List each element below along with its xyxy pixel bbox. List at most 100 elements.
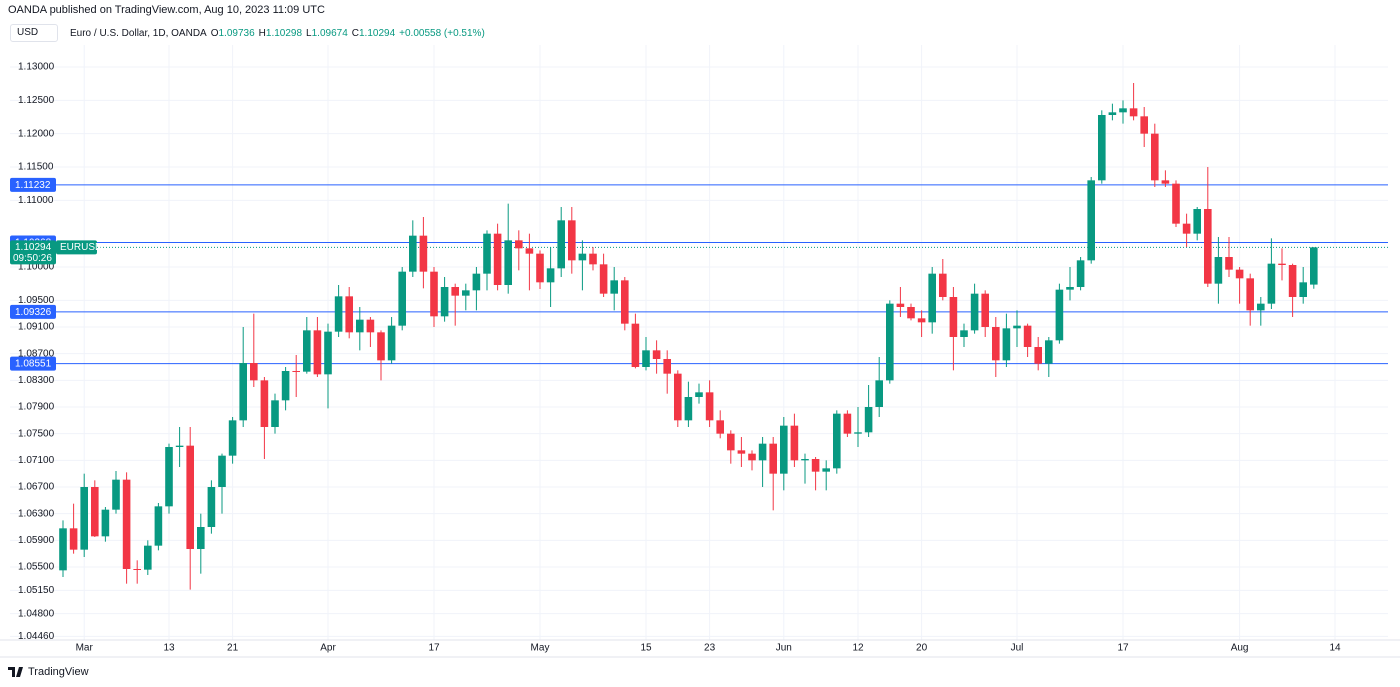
last-price-label: 1.10294 — [15, 242, 52, 253]
candle-body — [949, 297, 958, 337]
candle-body — [1002, 328, 1011, 361]
y-tick-label: 1.05900 — [18, 535, 55, 546]
candle-body — [303, 330, 311, 372]
candle-body — [631, 323, 640, 367]
level-label-bg — [10, 304, 56, 319]
candle-body — [80, 487, 88, 550]
candle-body — [1045, 340, 1053, 364]
x-tick-label: Aug — [1231, 643, 1249, 654]
candle-body — [154, 506, 163, 546]
candle-body — [695, 392, 703, 397]
candle-body — [1235, 269, 1244, 279]
candle-body — [875, 380, 883, 407]
close-label: C — [351, 27, 359, 39]
candle-body — [960, 330, 968, 337]
x-tick-label: 13 — [163, 643, 175, 654]
candle-body — [1055, 289, 1064, 341]
y-tick-label: 1.12500 — [18, 95, 55, 106]
open-label: O — [210, 27, 219, 39]
currency-button[interactable]: USD — [10, 24, 58, 42]
y-tick-label: 1.07500 — [18, 428, 55, 439]
x-tick-label: 17 — [1117, 643, 1129, 654]
countdown: 09:50:26 — [13, 253, 52, 264]
candle-body — [716, 420, 724, 434]
y-tick-label: 1.11000 — [18, 195, 54, 206]
candle-body — [684, 397, 693, 421]
candle-body — [769, 443, 777, 474]
candle-body — [440, 287, 449, 317]
candle-body — [610, 280, 618, 294]
candle-body — [981, 293, 989, 327]
candle-body — [1193, 209, 1201, 234]
candle-body — [515, 240, 523, 249]
y-tick-label: 1.04460 — [18, 631, 55, 642]
candle-body — [811, 459, 820, 472]
candle-body — [748, 453, 756, 461]
candle-body — [737, 450, 746, 454]
candle-body — [1076, 260, 1085, 287]
x-tick-label: 14 — [1329, 643, 1341, 654]
candle-body — [250, 363, 258, 381]
candle-body — [122, 479, 131, 569]
candle-body — [864, 407, 873, 433]
brand-logo — [8, 667, 23, 677]
x-tick-label: Mar — [76, 643, 94, 654]
candle-body — [642, 350, 650, 367]
candle-body — [1140, 116, 1148, 134]
y-tick-label: 1.09500 — [18, 295, 55, 306]
y-tick-label: 1.11500 — [18, 162, 54, 173]
candle-body — [356, 319, 364, 333]
candle-body — [228, 420, 237, 456]
candle-body — [398, 271, 406, 326]
candle-body — [833, 413, 841, 469]
candle-body — [1214, 257, 1223, 284]
y-tick-label: 1.06300 — [18, 508, 55, 519]
publisher-note: OANDA published on TradingView.com, Aug … — [8, 4, 325, 16]
candle-body — [557, 220, 565, 269]
candle-body — [758, 443, 767, 461]
candle-body — [186, 445, 194, 549]
y-tick-label: 1.07100 — [18, 455, 55, 466]
candle-body — [419, 235, 428, 272]
candle-body — [843, 413, 852, 434]
candle-body — [1151, 133, 1159, 181]
x-tick-label: May — [531, 643, 550, 654]
y-tick-label: 1.08700 — [18, 348, 55, 359]
x-tick-label: 23 — [704, 643, 716, 654]
candle-body — [207, 487, 216, 527]
level-label: 1.08551 — [15, 359, 52, 370]
y-tick-label: 1.05500 — [18, 562, 55, 573]
candle-body — [334, 296, 343, 332]
x-tick-label: 21 — [227, 643, 239, 654]
candle-body — [886, 303, 894, 381]
candle-body — [101, 509, 110, 537]
x-tick-label: Apr — [320, 643, 336, 654]
candle-body — [1278, 263, 1286, 265]
candle-body — [1098, 115, 1106, 181]
x-tick-label: 12 — [852, 643, 864, 654]
candle-body — [175, 445, 184, 447]
candle-body — [525, 248, 534, 254]
candle-body — [409, 235, 417, 272]
x-tick-label: Jul — [1011, 643, 1024, 654]
y-tick-label: 1.06700 — [18, 482, 55, 493]
candle-body — [324, 331, 332, 375]
candle-body — [462, 290, 470, 296]
y-tick-label: 1.07900 — [18, 402, 55, 413]
candle-body — [1066, 287, 1074, 290]
candle-body — [790, 425, 799, 461]
candle-body — [1257, 303, 1265, 311]
brand: TradingView — [28, 666, 89, 678]
candle-body — [1299, 282, 1307, 297]
candle-body — [387, 325, 396, 361]
candle-body — [239, 363, 247, 421]
candle-body — [727, 433, 735, 451]
candle-body — [345, 296, 353, 333]
candle-body — [1225, 257, 1233, 270]
change: +0.00558 (+0.51%) — [399, 27, 485, 39]
candle-body — [780, 425, 788, 474]
y-tick-label: 1.13000 — [18, 62, 55, 73]
candle-body — [218, 455, 226, 487]
candle-body — [652, 350, 661, 359]
